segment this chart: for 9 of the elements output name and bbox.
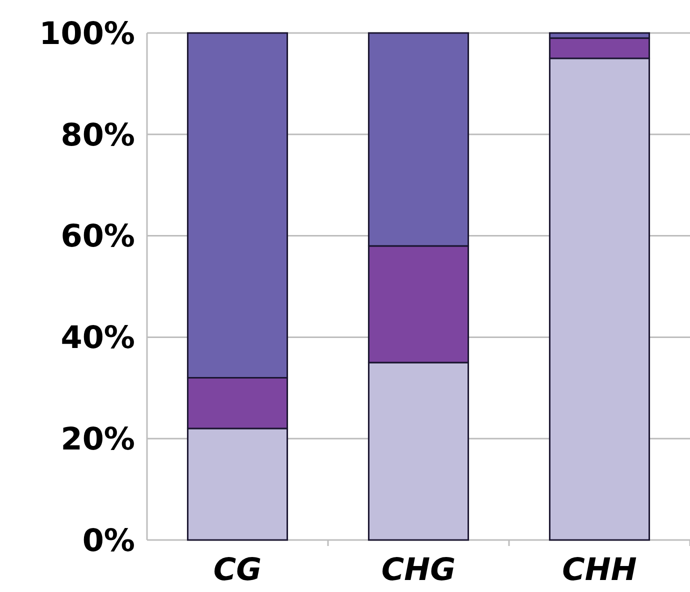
y-tick-label: 0%	[82, 522, 135, 559]
y-tick-label: 80%	[60, 117, 135, 154]
y-tick-label: 60%	[60, 218, 135, 255]
y-tick-label: 100%	[39, 16, 135, 52]
x-tick-label: CHG	[381, 552, 456, 588]
x-tick-label: CG	[213, 552, 262, 588]
x-tick-label: CHH	[562, 552, 637, 588]
y-tick-label: 20%	[60, 421, 135, 458]
y-tick-label: 40%	[60, 320, 135, 356]
